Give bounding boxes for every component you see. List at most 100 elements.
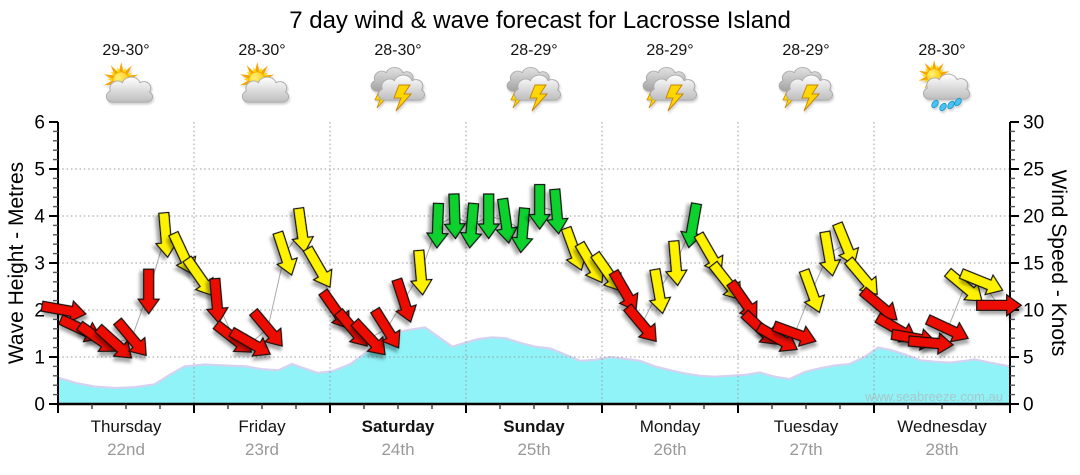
day-name: Thursday [90, 417, 162, 436]
wind-arrow [798, 268, 826, 314]
temperature-range: 29-30° [102, 42, 150, 59]
temperature-range: 28-29° [510, 42, 558, 59]
day-date: 22nd [107, 440, 145, 459]
wind-axis-title: Wind Speed - Knots [1047, 169, 1070, 357]
wind-arrow [528, 184, 552, 231]
day-date: 26th [653, 440, 687, 459]
weather-icon [610, 61, 730, 113]
tick-label: 3 [34, 254, 45, 275]
wind-arrow [664, 239, 688, 287]
day-header-friday: 28-30° [202, 42, 322, 113]
temperature-range: 28-29° [782, 42, 830, 59]
lightning-bolt [801, 84, 821, 112]
wind-arrow [443, 193, 467, 240]
wind-arrow [182, 255, 214, 297]
wave-height-area [58, 327, 1010, 404]
wind-arrow [137, 268, 161, 315]
day-name: Sunday [503, 417, 565, 436]
temperature-range: 28-30° [238, 42, 286, 59]
weather-icon [202, 61, 322, 113]
weather-icon [338, 61, 458, 113]
watermark: www.seabreeze.com.au [864, 389, 1003, 404]
tick-label: 1 [34, 348, 45, 369]
wind-arrow [459, 202, 483, 249]
tick-label: 5 [1023, 348, 1034, 369]
wind-arrow [943, 267, 983, 302]
day-footer-thursday: Thursday 22nd [61, 417, 191, 459]
wind-arrow [205, 277, 229, 325]
wind-arrow [976, 293, 1023, 317]
tick-label: 4 [34, 207, 45, 228]
wind-arrow [771, 320, 817, 348]
tick-label: 30 [1023, 113, 1044, 134]
wind-arrow [350, 317, 386, 356]
day-name: Saturday [361, 417, 435, 436]
raindrop [939, 102, 947, 112]
wind-arrow [112, 317, 147, 357]
wind-arrow [391, 277, 418, 323]
wind-arrow [907, 331, 955, 356]
temperature-range: 28-30° [374, 42, 422, 59]
wind-arrow [228, 326, 272, 357]
tick-label: 10 [1023, 301, 1044, 322]
day-footer-wednesday: Wednesday 28th [877, 417, 1007, 459]
wind-arrow [302, 245, 333, 289]
storm-icon [778, 67, 834, 112]
wind-arrow [510, 207, 534, 254]
day-name: Monday [639, 417, 701, 436]
tick-label: 5 [34, 160, 45, 181]
raindrop [947, 100, 955, 110]
raindrop [954, 97, 962, 107]
wind-arrow [248, 307, 283, 347]
day-footer-tuesday: Tuesday 27th [741, 417, 871, 459]
wind-arrow [924, 314, 970, 343]
wave-height-outline [57, 326, 1011, 390]
wind-arrow [272, 230, 299, 276]
wind-arrow [648, 267, 672, 315]
wind-arrow [818, 230, 842, 277]
temperature-range: 28-29° [646, 42, 694, 59]
day-header-sunday: 28-29° [474, 42, 594, 113]
wind-arrows [40, 184, 1023, 359]
day-header-tuesday: 28-29° [746, 42, 866, 113]
wind-arrow [608, 268, 639, 312]
storm-icon [506, 67, 562, 112]
wind-arrow [477, 193, 501, 240]
lightning-bolt [665, 84, 685, 112]
wind-arrow [40, 299, 87, 323]
wind-arrow [495, 197, 519, 244]
day-footer-friday: Friday 23rd [197, 417, 327, 459]
day-footer-sunday: Sunday 25th [469, 417, 599, 459]
weather-icon [474, 61, 594, 113]
day-name: Wednesday [897, 417, 987, 436]
wind-arrow [94, 323, 133, 359]
lightning-bolt [393, 84, 413, 112]
tick-label: 6 [34, 113, 45, 134]
tick-label: 0 [34, 395, 45, 416]
axis-ticks: 0 1 2 3 4 5 6 0 5 10 15 20 25 30 [34, 113, 1044, 416]
lightning-bolt [529, 84, 549, 112]
day-header-wednesday: 28-30° [882, 42, 1002, 113]
sun-cloud-icon [103, 61, 154, 103]
wind-arrow [545, 188, 569, 235]
day-footer-monday: Monday 26th [605, 417, 735, 459]
tick-label: 15 [1023, 254, 1044, 275]
weather-icon [66, 61, 186, 113]
weather-icon [746, 61, 866, 113]
wind-arrow [409, 249, 433, 296]
weather-icon [882, 59, 1002, 113]
tick-label: 20 [1023, 207, 1044, 228]
day-date: 28th [925, 440, 959, 459]
cloud-shape [241, 76, 290, 103]
cloud-shape [105, 76, 154, 103]
temperature-range: 28-30° [918, 42, 966, 59]
sun-rain-icon [918, 59, 971, 112]
day-header-saturday: 28-30° [338, 42, 458, 113]
day-date: 27th [789, 440, 823, 459]
day-date: 25th [517, 440, 551, 459]
wind-arrow [291, 206, 315, 254]
day-footer-saturday: Saturday 24th [333, 417, 463, 459]
wave-axis-title: Wave Height - Metres [5, 161, 28, 365]
